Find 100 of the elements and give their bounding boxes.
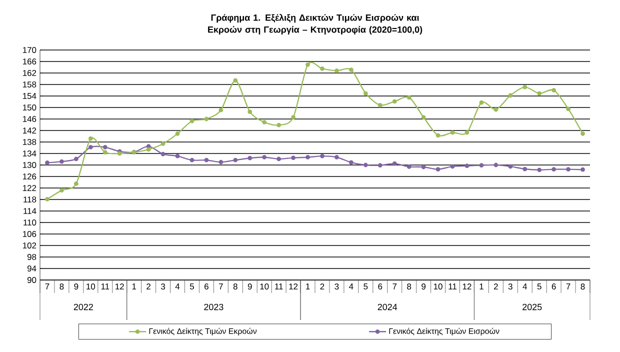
y-tick-label: 122 — [22, 185, 36, 191]
chart-title: Γράφημα 1. Εξέλιξη Δεικτών Τιμών Εισροών και Εκροών στη Γεωργία – Κτηνοτροφία (2020=100,0) — [208, 14, 422, 35]
x-tick-label: 1 — [132, 284, 136, 290]
y-tick-label: 150 — [22, 104, 36, 110]
x-tick-label: 9 — [74, 284, 78, 290]
text: 2022 — [74, 304, 93, 310]
x-tick-label: 6 — [378, 284, 382, 290]
point — [88, 136, 93, 141]
point — [175, 131, 180, 136]
y-tick-label: 166 — [22, 58, 36, 64]
text: 2024 — [378, 304, 398, 310]
point — [537, 168, 542, 172]
y-tick-label: 118 — [24, 196, 36, 202]
point — [146, 147, 151, 152]
point — [392, 99, 397, 104]
x-tick-label: 11 — [275, 284, 283, 290]
point — [348, 160, 354, 165]
point — [74, 156, 78, 162]
y-tick-label: 138 — [22, 139, 36, 145]
point — [508, 164, 513, 169]
x-tick-label: 7 — [219, 284, 223, 290]
point — [363, 91, 368, 96]
point — [276, 156, 282, 162]
y-tick-label: 142 — [22, 128, 36, 134]
x-tick-label: 4 — [349, 284, 354, 290]
y-tick-label: 114 — [24, 208, 36, 214]
x-tick-label: 8 — [233, 284, 238, 290]
point — [348, 68, 354, 72]
y-tick-label: 162 — [22, 70, 36, 76]
x-tick-label: 9 — [248, 284, 252, 290]
x-tick-label: 4 — [175, 284, 180, 290]
x-tick-label: 12 — [462, 284, 472, 290]
y-tick-label: 154 — [22, 93, 36, 99]
x-tick-label: 11 — [448, 284, 456, 290]
point — [580, 167, 585, 172]
point — [450, 164, 455, 169]
x-tick-label: 5 — [364, 284, 368, 290]
x-tick-label: 2 — [146, 284, 150, 290]
y-tick-label: 134 — [22, 150, 36, 156]
point — [537, 91, 542, 96]
point — [102, 144, 108, 150]
text: 2023 — [204, 304, 224, 310]
x-tick-label: 6 — [552, 284, 556, 290]
text: 2025 — [522, 304, 542, 310]
point — [334, 68, 339, 73]
x-tick-label: 10 — [86, 284, 96, 290]
x-tick-label: 11 — [101, 284, 110, 290]
x-tick-label: 3 — [161, 284, 166, 290]
point — [450, 130, 455, 135]
point — [479, 163, 484, 168]
point — [464, 130, 470, 135]
point — [494, 107, 498, 112]
point — [262, 155, 267, 160]
point — [248, 156, 252, 160]
point — [363, 162, 368, 168]
y-tick-label: 130 — [22, 162, 36, 168]
point — [60, 188, 64, 192]
point — [580, 131, 585, 136]
x-tick-label: 3 — [508, 284, 512, 290]
point — [479, 100, 484, 105]
y-tick-label: 94 — [27, 266, 36, 272]
point — [262, 120, 267, 124]
y-tick-label: 98 — [27, 254, 36, 260]
x-tick-label: 2 — [320, 284, 324, 290]
x-tick-label: 7 — [45, 284, 50, 290]
point — [566, 106, 570, 112]
point — [175, 154, 180, 158]
point — [522, 166, 528, 172]
x-tick-label: 4 — [522, 284, 527, 290]
point — [291, 156, 296, 160]
x-tick-label: 12 — [289, 284, 298, 290]
x-tick-label: 8 — [407, 284, 412, 290]
x-tick-label: 5 — [190, 284, 194, 290]
y-tick-label: 170 — [22, 47, 36, 53]
x-tick-label: 7 — [566, 284, 570, 290]
x-tick-label: 7 — [392, 284, 397, 290]
point — [320, 66, 324, 71]
point — [552, 88, 556, 92]
point — [190, 158, 194, 162]
point — [406, 95, 412, 100]
point — [566, 167, 570, 172]
x-tick-label: 8 — [60, 284, 64, 290]
point — [320, 154, 324, 158]
x-tick-label: 12 — [116, 284, 124, 290]
point — [291, 115, 296, 120]
x-tick-label: 5 — [537, 284, 542, 290]
x-tick-label: 2 — [494, 284, 498, 290]
x-tick-label: 9 — [422, 284, 426, 290]
x-tick-label: 1 — [480, 284, 484, 290]
point — [218, 108, 224, 112]
point — [406, 164, 412, 169]
point — [160, 152, 166, 156]
point — [508, 93, 513, 98]
y-tick-label: 126 — [22, 174, 36, 180]
point — [74, 181, 78, 186]
y-tick-label: 102 — [22, 242, 36, 248]
point — [522, 84, 528, 90]
point — [392, 161, 397, 166]
point — [421, 115, 426, 120]
point — [190, 118, 194, 124]
